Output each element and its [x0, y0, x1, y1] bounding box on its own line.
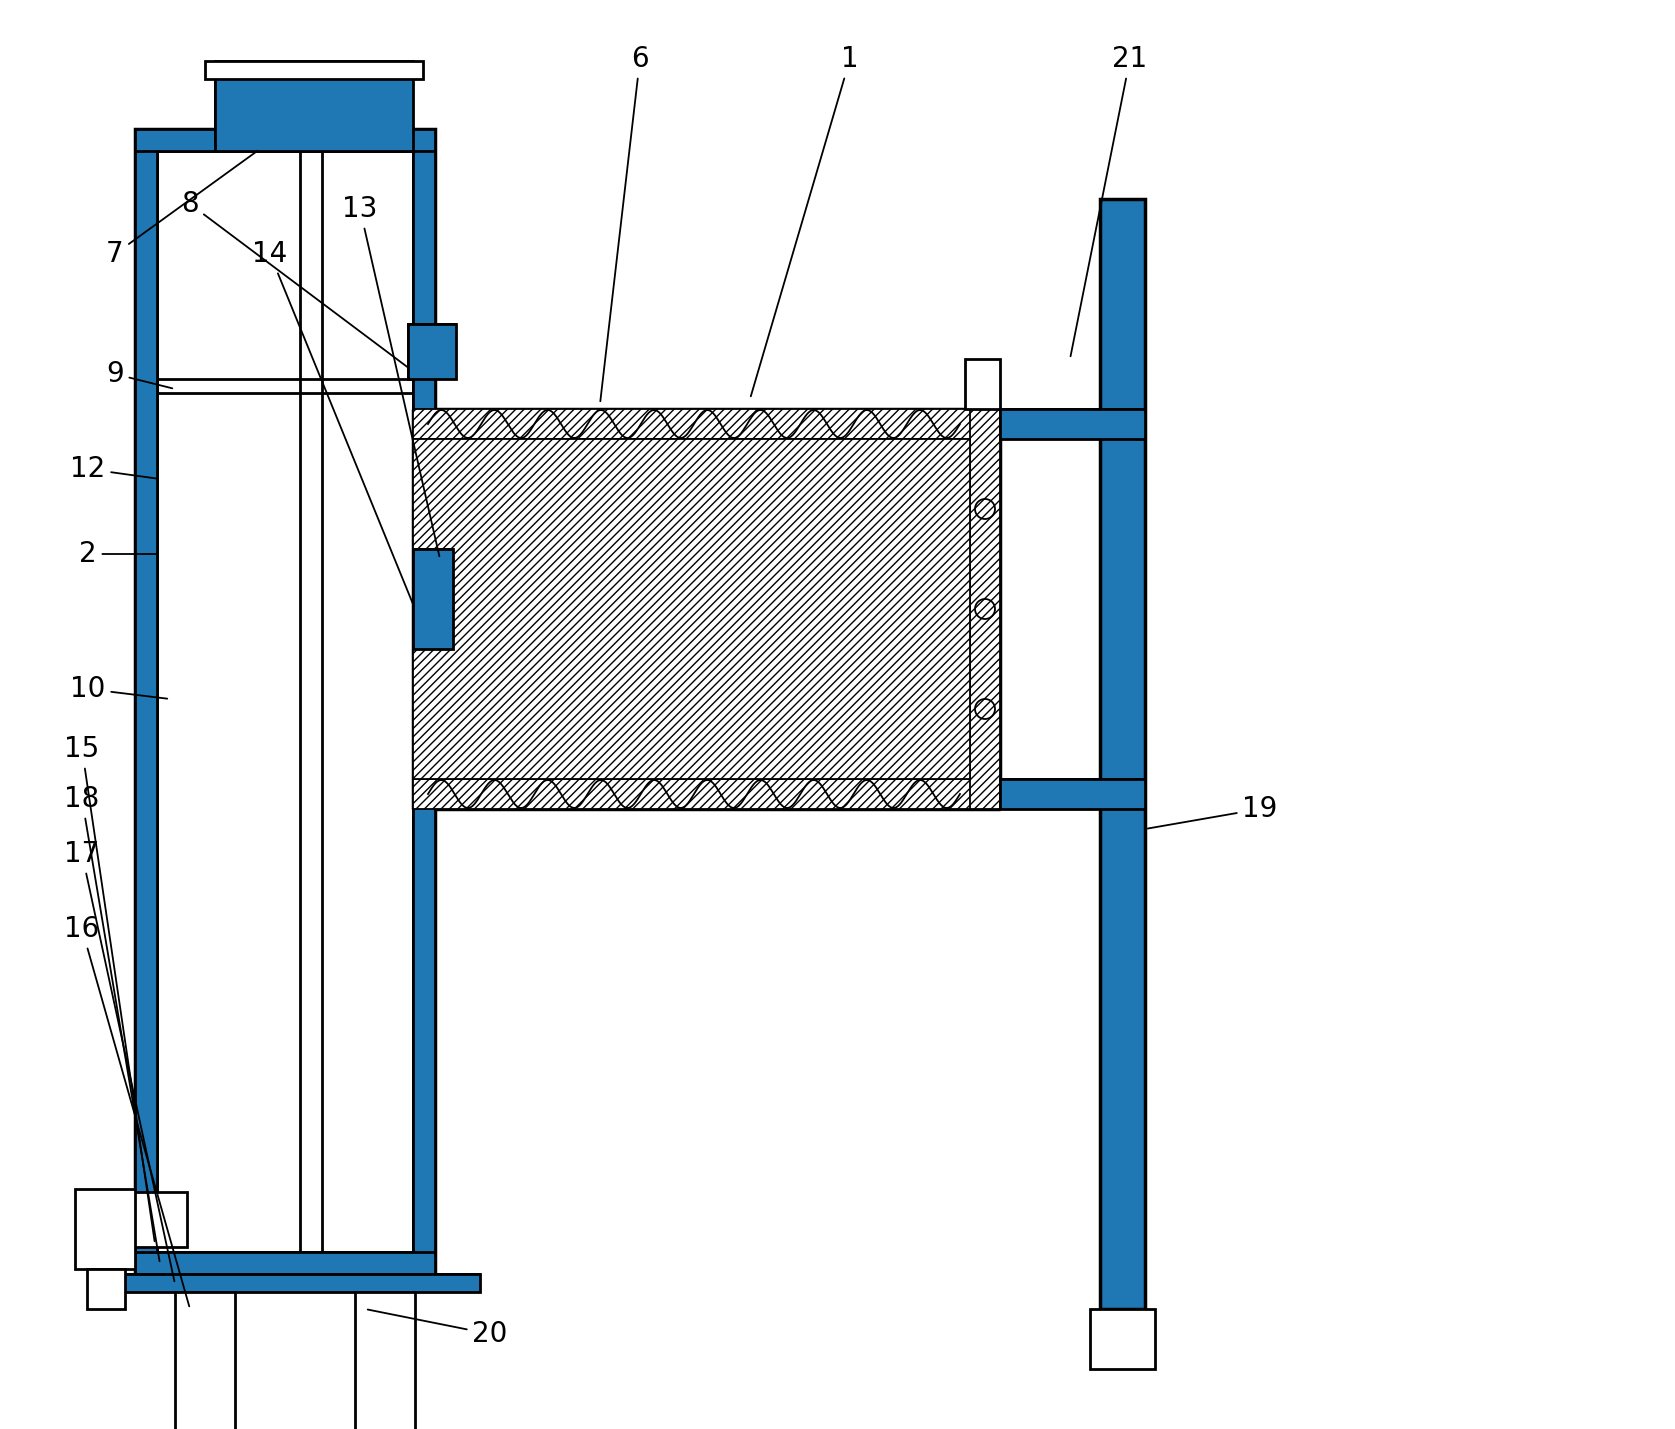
Bar — [136, 1252, 436, 1275]
Bar — [136, 129, 157, 1275]
Bar — [1000, 409, 1146, 439]
Text: 9: 9 — [106, 360, 173, 389]
Bar — [87, 1269, 126, 1309]
Bar — [75, 1189, 136, 1269]
Bar — [90, 1275, 481, 1292]
Bar — [965, 359, 1000, 409]
Text: 12: 12 — [70, 454, 157, 483]
Bar — [409, 324, 456, 379]
Text: 2: 2 — [79, 540, 157, 567]
Bar — [204, 61, 424, 79]
Bar — [214, 61, 414, 151]
Text: 17: 17 — [64, 840, 174, 1282]
Bar — [1100, 199, 1146, 1309]
Text: 15: 15 — [64, 735, 154, 1242]
Bar — [111, 1192, 188, 1248]
Bar — [409, 324, 456, 379]
Bar — [414, 549, 452, 649]
Bar — [214, 61, 414, 151]
Bar — [970, 409, 1000, 809]
Text: 18: 18 — [64, 785, 159, 1262]
Text: 7: 7 — [106, 150, 258, 269]
Bar — [136, 129, 436, 151]
Bar — [136, 129, 436, 151]
Bar — [414, 129, 436, 1275]
Bar — [1000, 409, 1146, 439]
Text: 21: 21 — [1070, 44, 1147, 356]
Bar — [414, 129, 436, 1275]
Text: 20: 20 — [368, 1309, 508, 1348]
Text: 19: 19 — [1147, 795, 1278, 829]
Bar — [1100, 199, 1146, 1309]
Text: 1: 1 — [750, 44, 859, 396]
Text: 6: 6 — [600, 44, 648, 402]
Bar — [414, 409, 1000, 439]
Bar — [1000, 779, 1146, 809]
Text: 16: 16 — [64, 915, 189, 1306]
Bar — [414, 779, 1000, 809]
Bar — [136, 129, 436, 1275]
Text: 8: 8 — [181, 190, 407, 367]
Text: 13: 13 — [342, 194, 439, 556]
Text: 10: 10 — [70, 674, 168, 703]
Bar — [136, 129, 157, 1275]
Bar — [414, 439, 970, 779]
Bar — [1000, 779, 1146, 809]
Bar — [174, 1292, 235, 1429]
Text: 14: 14 — [253, 240, 414, 606]
Bar — [136, 1252, 436, 1275]
Bar — [90, 1275, 481, 1292]
Bar — [1090, 1309, 1156, 1369]
Bar — [414, 549, 452, 649]
Bar — [355, 1292, 415, 1429]
